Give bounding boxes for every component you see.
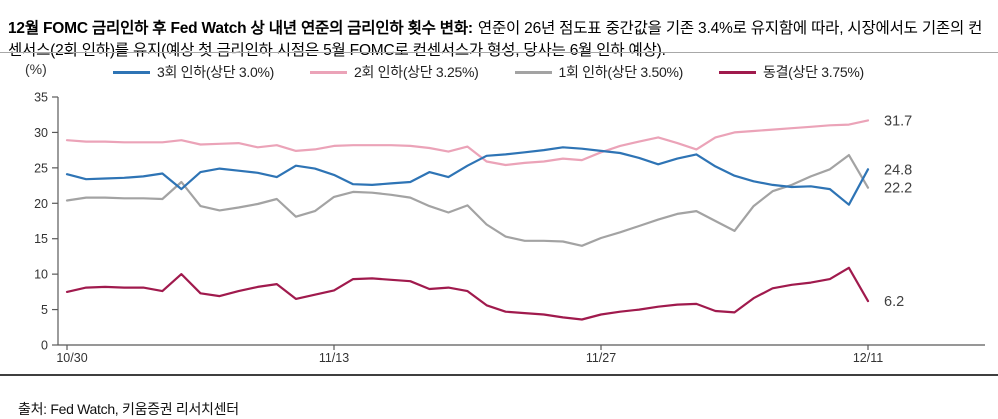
y-tick-label: 10: [34, 268, 48, 282]
y-tick-label: 35: [34, 91, 48, 105]
legend-label-1cut: 1회 인하(상단 3.50%): [558, 64, 684, 80]
series-line-3: [65, 266, 870, 321]
y-tick-label: 20: [34, 197, 48, 211]
y-tick-label: 30: [34, 126, 48, 140]
legend-swatch-2: [514, 70, 552, 74]
legend-item-1cut: 1회 인하(상단 3.50%): [514, 62, 684, 82]
bottom-divider: [0, 374, 998, 376]
legend-item-hold: 동결(상단 3.75%): [719, 62, 864, 82]
y-tick-label: 5: [41, 303, 48, 317]
legend-swatch-0: [113, 70, 150, 74]
legend-label-2cuts: 2회 인하(상단 3.25%): [354, 64, 479, 80]
legend-label-3cuts: 3회 인하(상단 3.0%): [157, 64, 274, 80]
chart-title-bold: 12월 FOMC 금리인하 후 Fed Watch 상 내년 연준의 금리인하 …: [8, 19, 473, 37]
title-divider: [0, 52, 998, 53]
chart-title: 12월 FOMC 금리인하 후 Fed Watch 상 내년 연준의 금리인하 …: [8, 18, 992, 62]
y-tick-label: 25: [34, 161, 48, 175]
legend-swatch-1: [310, 70, 347, 74]
end-value-label-2: 22.2: [884, 181, 912, 197]
legend-label-hold: 동결(상단 3.75%): [763, 64, 864, 80]
chart-legend: 3회 인하(상단 3.0%) 2회 인하(상단 3.25%) 1회 인하(상단 …: [113, 62, 864, 82]
series-line-1: [65, 119, 870, 167]
x-tick-label: 12/11: [853, 351, 883, 365]
series-line-2: [65, 153, 870, 247]
legend-item-3cuts: 3회 인하(상단 3.0%): [113, 62, 274, 82]
y-tick-label: 0: [41, 339, 48, 353]
series-line-0: [65, 146, 870, 206]
end-value-label-3: 6.2: [884, 294, 904, 310]
chart-title-rest: 연준이 26년 점도표 중간값을 기존 3.4%로 유지함에 따라, 시장에서도…: [8, 19, 983, 59]
end-value-label-0: 24.8: [884, 162, 912, 178]
y-axis-unit-label: (%): [25, 61, 47, 77]
end-value-label-1: 31.7: [884, 113, 912, 129]
source-note: 출처: Fed Watch, 키움증권 리서치센터: [18, 401, 239, 417]
y-tick-label: 15: [34, 232, 48, 246]
x-tick-label: 10/30: [56, 351, 87, 365]
x-tick-label: 11/27: [586, 351, 616, 365]
x-tick-label: 11/13: [319, 351, 349, 365]
legend-swatch-3: [719, 70, 756, 74]
legend-item-2cuts: 2회 인하(상단 3.25%): [310, 62, 479, 82]
chart-canvas: 0 5 10 15 20 25 30 35 10/30 11/13 11/27 12/11 24.8 31…: [34, 91, 985, 365]
